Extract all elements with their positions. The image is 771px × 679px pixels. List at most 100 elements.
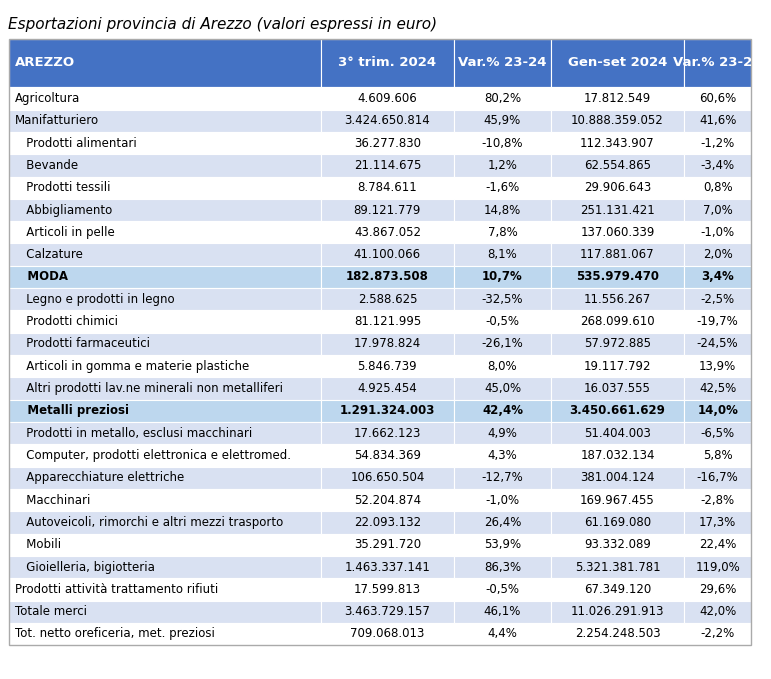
Text: Macchinari: Macchinari xyxy=(15,494,90,507)
Text: 81.121.995: 81.121.995 xyxy=(354,315,421,328)
Bar xyxy=(550,221,685,244)
Bar xyxy=(9,466,321,489)
Text: -0,5%: -0,5% xyxy=(486,315,520,328)
Bar xyxy=(685,355,751,378)
Text: 5.846.739: 5.846.739 xyxy=(358,360,417,373)
Bar xyxy=(685,244,751,265)
Bar xyxy=(454,623,550,645)
Bar xyxy=(9,288,321,310)
Text: 42,0%: 42,0% xyxy=(699,605,736,618)
Text: Computer, prodotti elettronica e elettromed.: Computer, prodotti elettronica e elettro… xyxy=(15,449,291,462)
Text: 182.873.508: 182.873.508 xyxy=(346,270,429,283)
Text: -2,2%: -2,2% xyxy=(701,627,735,640)
Bar xyxy=(685,177,751,199)
Text: 4,9%: 4,9% xyxy=(487,426,517,440)
Text: 2,0%: 2,0% xyxy=(703,248,732,261)
Text: AREZZO: AREZZO xyxy=(15,56,75,69)
Text: 7,8%: 7,8% xyxy=(487,226,517,239)
Bar xyxy=(454,556,550,579)
Text: 14,0%: 14,0% xyxy=(697,404,738,418)
Text: 17,3%: 17,3% xyxy=(699,516,736,529)
Bar xyxy=(685,154,751,177)
Bar xyxy=(9,39,321,88)
Bar xyxy=(550,489,685,511)
Text: 4,4%: 4,4% xyxy=(487,627,517,640)
Text: 16.037.555: 16.037.555 xyxy=(584,382,651,395)
Bar xyxy=(685,400,751,422)
Bar xyxy=(685,623,751,645)
Bar xyxy=(9,400,321,422)
Text: 17.599.813: 17.599.813 xyxy=(354,583,421,596)
Text: 53,9%: 53,9% xyxy=(484,538,521,551)
Text: Var.% 23-24: Var.% 23-24 xyxy=(673,56,762,69)
Text: 3.450.661.629: 3.450.661.629 xyxy=(570,404,665,418)
Bar xyxy=(321,466,454,489)
Text: Legno e prodotti in legno: Legno e prodotti in legno xyxy=(15,293,174,306)
Text: 43.867.052: 43.867.052 xyxy=(354,226,421,239)
Bar xyxy=(9,244,321,265)
Bar xyxy=(454,600,550,623)
Bar xyxy=(454,489,550,511)
Bar xyxy=(9,623,321,645)
Bar xyxy=(454,88,550,109)
Bar xyxy=(321,221,454,244)
Text: 187.032.134: 187.032.134 xyxy=(581,449,655,462)
Text: 67.349.120: 67.349.120 xyxy=(584,583,651,596)
Bar xyxy=(454,466,550,489)
Bar xyxy=(9,199,321,221)
Text: 119,0%: 119,0% xyxy=(695,561,740,574)
Bar xyxy=(454,221,550,244)
Text: Altri prodotti lav.ne minerali non metalliferi: Altri prodotti lav.ne minerali non metal… xyxy=(15,382,283,395)
Bar xyxy=(550,378,685,400)
Text: Prodotti chimici: Prodotti chimici xyxy=(15,315,118,328)
Text: -16,7%: -16,7% xyxy=(697,471,739,484)
Bar xyxy=(685,88,751,109)
Bar xyxy=(321,378,454,400)
Text: 4.925.454: 4.925.454 xyxy=(358,382,417,395)
Text: Esportazioni provincia di Arezzo (valori espressi in euro): Esportazioni provincia di Arezzo (valori… xyxy=(8,17,437,32)
Text: -10,8%: -10,8% xyxy=(482,136,524,149)
Bar xyxy=(454,109,550,132)
Text: Apparecchiature elettriche: Apparecchiature elettriche xyxy=(15,471,184,484)
Bar xyxy=(9,177,321,199)
Bar xyxy=(454,154,550,177)
Bar xyxy=(550,623,685,645)
Bar xyxy=(321,177,454,199)
Text: 42,5%: 42,5% xyxy=(699,382,736,395)
Bar xyxy=(9,511,321,534)
Text: -32,5%: -32,5% xyxy=(482,293,524,306)
Text: 5,8%: 5,8% xyxy=(703,449,732,462)
Bar xyxy=(321,556,454,579)
Text: Agricoltura: Agricoltura xyxy=(15,92,80,105)
Text: -19,7%: -19,7% xyxy=(697,315,739,328)
Bar xyxy=(454,511,550,534)
Bar xyxy=(321,199,454,221)
Text: -2,8%: -2,8% xyxy=(701,494,735,507)
Text: -0,5%: -0,5% xyxy=(486,583,520,596)
Text: 29,6%: 29,6% xyxy=(699,583,736,596)
Bar xyxy=(550,288,685,310)
Text: 41.100.066: 41.100.066 xyxy=(354,248,421,261)
Bar xyxy=(685,444,751,466)
Bar xyxy=(321,265,454,288)
Text: 3,4%: 3,4% xyxy=(702,270,734,283)
Text: 381.004.124: 381.004.124 xyxy=(581,471,655,484)
Text: 89.121.779: 89.121.779 xyxy=(354,204,421,217)
Bar xyxy=(9,579,321,600)
Bar xyxy=(321,534,454,556)
Bar xyxy=(550,444,685,466)
Text: 54.834.369: 54.834.369 xyxy=(354,449,421,462)
Text: 17.812.549: 17.812.549 xyxy=(584,92,651,105)
Text: 13,9%: 13,9% xyxy=(699,360,736,373)
Bar xyxy=(9,378,321,400)
Bar xyxy=(321,39,454,88)
Text: 22,4%: 22,4% xyxy=(699,538,736,551)
Text: 26,4%: 26,4% xyxy=(483,516,521,529)
Bar xyxy=(550,39,685,88)
Text: 112.343.907: 112.343.907 xyxy=(580,136,655,149)
Text: 62.554.865: 62.554.865 xyxy=(584,159,651,172)
Bar xyxy=(685,265,751,288)
Text: 535.979.470: 535.979.470 xyxy=(576,270,659,283)
Text: Metalli preziosi: Metalli preziosi xyxy=(15,404,129,418)
Text: 61.169.080: 61.169.080 xyxy=(584,516,651,529)
